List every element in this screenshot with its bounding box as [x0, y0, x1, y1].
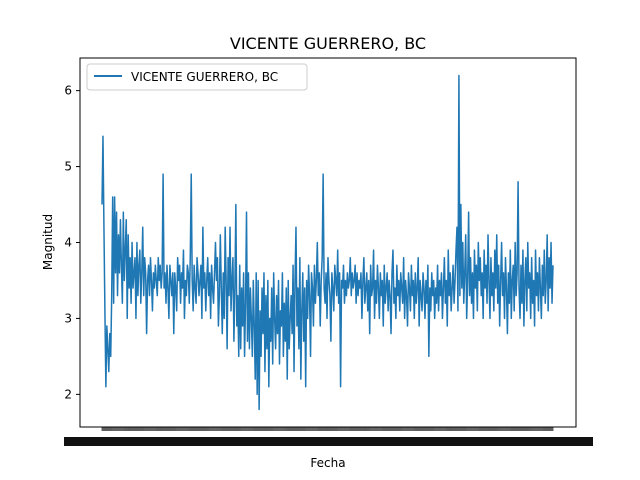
axes-frame: [79, 57, 577, 428]
chart-title: VICENTE GUERRERO, BC: [230, 34, 426, 53]
series-line-vicente-guerrero: [101, 74, 554, 411]
y-axis-label: Magnitud: [41, 214, 55, 270]
y-tick-label: 5: [64, 160, 72, 174]
y-tick-label: 4: [64, 236, 72, 250]
x-tick-marks: [101, 427, 554, 431]
legend-label: VICENTE GUERRERO, BC: [131, 70, 278, 84]
y-tick-label: 3: [64, 311, 72, 325]
legend: VICENTE GUERRERO, BC: [86, 63, 308, 91]
x-axis-ticks: [64, 427, 593, 446]
plot-area: [101, 74, 554, 411]
legend-box: [86, 63, 308, 91]
y-tick-label: 2: [64, 387, 72, 401]
x-tick-labels-overlapping: [64, 437, 593, 446]
x-axis-label: Fecha: [310, 456, 345, 470]
y-axis: 2 3 4 5 6: [64, 84, 80, 401]
y-tick-label: 6: [64, 84, 72, 98]
